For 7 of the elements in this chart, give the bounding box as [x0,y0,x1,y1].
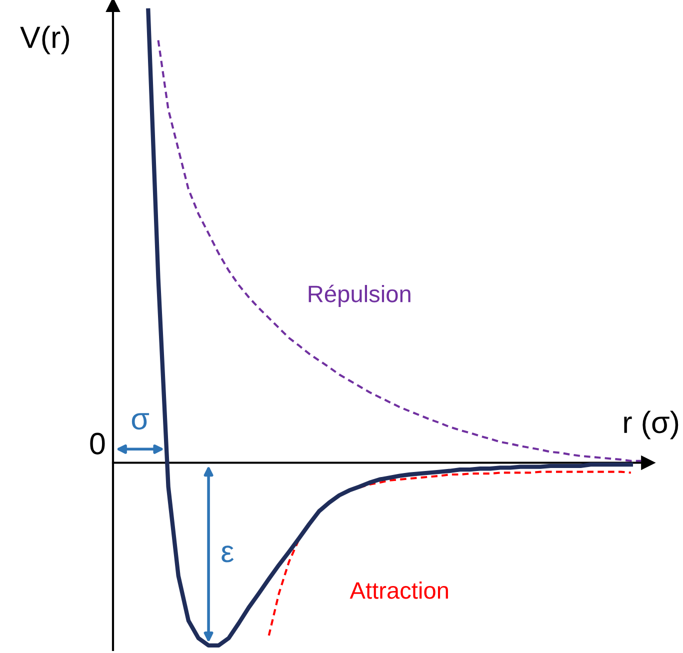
x-axis-title: r (σ) [624,410,678,440]
annotation: σ [132,413,150,430]
text: Attraction [350,582,448,599]
annotation: ε [222,546,234,562]
series-label: Répulsion [308,284,410,307]
y-axis-title: V(r) [20,26,70,54]
text: 0 [90,432,105,454]
